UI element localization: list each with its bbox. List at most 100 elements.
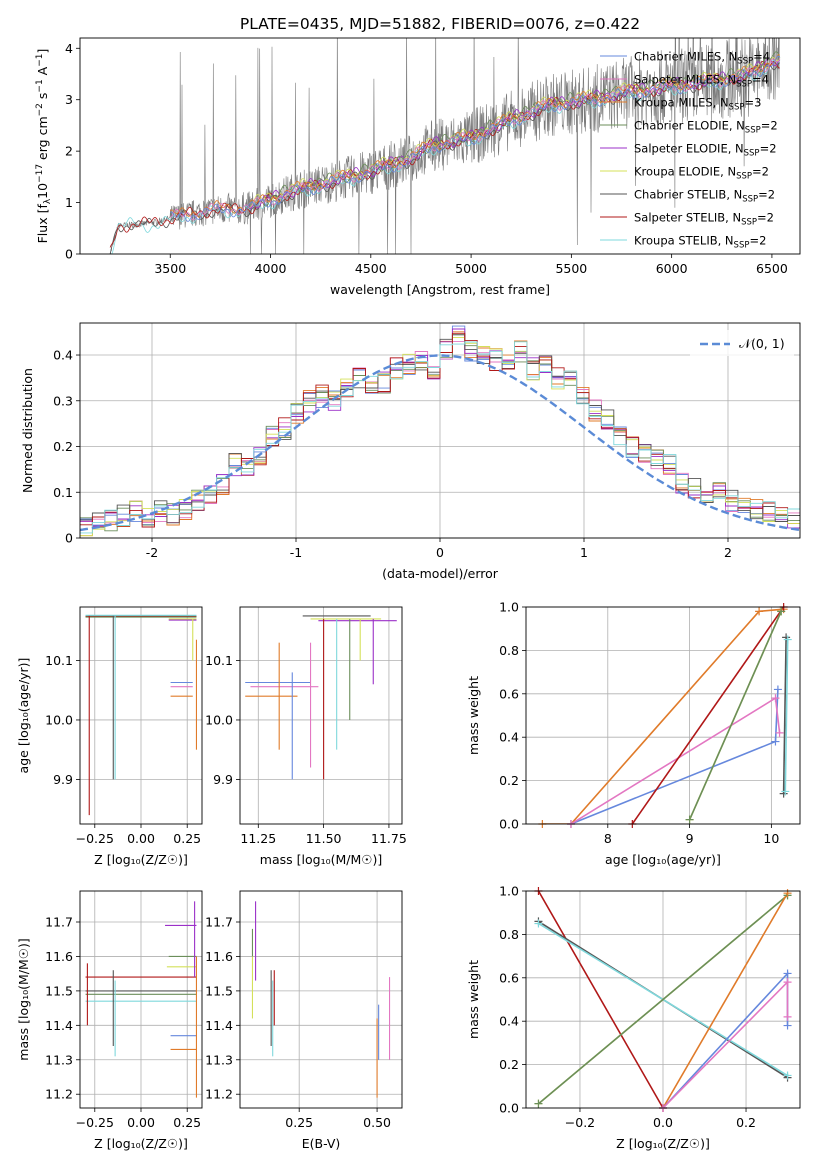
weight_vs_z-ytick-label: 1.0 <box>499 884 519 899</box>
weight_vs_z-line-chabrier_elodie <box>537 894 789 1105</box>
legend-label: Salpeter STELIB, NSSP=2 <box>634 211 774 228</box>
spectrum-ylabel-part: 10 <box>35 183 50 199</box>
spectrum-xtick-label: 5000 <box>455 261 487 276</box>
weight_vs_age-xtick-label: 10 <box>763 831 779 846</box>
residuals-plot-area <box>80 325 800 537</box>
residuals-ytick-label: 0.2 <box>53 439 73 454</box>
mass_vs_z-axes-frame <box>79 890 203 1109</box>
weight_vs_age-panel: 8 9 10 0.0 0.2 0.4 0.6 0.8 1.0 age [log₁₀(age/yr)… <box>466 600 801 867</box>
weight_vs_z-line-chabrier_miles <box>662 971 789 1108</box>
legend-label-main: Chabrier MILES, N <box>634 50 737 64</box>
age_vs_z-axes-frame <box>79 606 203 825</box>
weight_vs_z-marker-salpeter_miles <box>783 1012 792 1021</box>
legend-label-main: Chabrier ELODIE, N <box>634 119 745 133</box>
spectrum-ylabel-part: s <box>35 93 50 104</box>
weight_vs_age-ytick-label: 1.0 <box>499 600 519 615</box>
residuals-xtick-label: -1 <box>290 545 302 560</box>
spectrum-ylabel-part: ] <box>35 49 50 54</box>
residuals-legend-label: 𝒩(0, 1) <box>739 336 785 351</box>
spectrum-xtick-label: 6500 <box>756 261 788 276</box>
age_vs_z-ytick-label: 10.0 <box>45 712 73 727</box>
spectrum-model-chabrier_miles <box>170 55 781 222</box>
weight_vs_age-axes-frame <box>525 606 801 825</box>
age_vs_z-xtick-label: −0.25 <box>76 831 114 846</box>
legend-label-sub: SSP <box>736 80 752 90</box>
legend-label-suffix: =3 <box>744 96 761 110</box>
legend-label-suffix: =2 <box>761 119 778 133</box>
legend-label-sub: SSP <box>737 57 753 67</box>
age_vs_mass-xtick-label: 11.75 <box>371 831 407 846</box>
residuals-xtick-label: -2 <box>146 545 158 560</box>
figure-title: PLATE=0435, MJD=51882, FIBERID=0076, z=0… <box>240 15 640 33</box>
weight_vs_age-ytick-label: 0.0 <box>499 817 519 832</box>
legend-label-sub: SSP <box>741 218 757 228</box>
age_vs_z-xtick-label: 0.00 <box>127 831 155 846</box>
age_vs_mass-xtick-label: 11.25 <box>240 831 276 846</box>
weight_vs_age-marker-kroupa_stelib <box>781 787 790 796</box>
spectrum-ylabel-part: λ <box>43 198 53 204</box>
weight_vs_age-line-chabrier_stelib <box>782 637 787 794</box>
residuals-xtick-label: 2 <box>724 545 732 560</box>
weight_vs_age-plot-area <box>542 607 789 824</box>
legend-label-main: Kroupa MILES, N <box>634 96 729 110</box>
age_vs_mass-panel: 11.25 11.50 11.75 9.9 10.0 10.1 mass [log₁₀(M/… <box>205 606 407 867</box>
weight_vs_age-marker-kroupa_miles <box>755 607 764 616</box>
weight_vs_age-ytick-label: 0.2 <box>499 773 519 788</box>
spectrum-model-salpeter_elodie <box>250 57 781 210</box>
mass_vs_z-plot-area <box>85 901 198 1098</box>
mass_vs_z-xtick-label: 0.25 <box>173 1115 201 1130</box>
spectrum-ylabel-part: −1 <box>35 79 45 92</box>
residuals-axes-frame <box>79 322 801 539</box>
legend-label-sub: SSP <box>736 172 752 182</box>
mass_vs_z-ylabel: mass [log₁₀(M/M☉)] <box>16 938 31 1060</box>
weight_vs_z-line-kroupa_miles <box>662 892 789 1108</box>
legend-label: Kroupa ELODIE, NSSP=2 <box>634 165 769 182</box>
weight_vs_age-line-kroupa_miles <box>542 608 784 824</box>
spectrum-xtick-label: 3500 <box>154 261 186 276</box>
residuals-gaussian-curve <box>80 354 800 532</box>
age_vs_mass-ytick-label: 9.9 <box>213 772 233 787</box>
weight_vs_age-marker-chabrier_stelib <box>779 789 788 798</box>
mass_vs_ebv-ytick-label: 11.7 <box>205 915 233 930</box>
weight_vs_age-ytick-label: 0.6 <box>499 686 519 701</box>
legend-label-sub: SSP <box>742 195 758 205</box>
residuals-ytick-label: 0 <box>65 531 73 546</box>
spectrum-ylabel-part: A <box>35 66 50 79</box>
weight_vs_age-xtick-label: 9 <box>686 831 694 846</box>
residuals-hist-kroupa_stelib <box>80 341 800 534</box>
mass_vs_ebv-plot-area <box>251 901 391 1098</box>
spectrum-ytick-label: 3 <box>65 92 73 107</box>
spectrum-ylabel-part: −1 <box>35 54 45 67</box>
legend-label-main: Kroupa ELODIE, N <box>634 165 736 179</box>
spectrum-xtick-label: 5500 <box>555 261 587 276</box>
age_vs_mass-plot-area <box>245 615 397 780</box>
mass_vs_ebv-ytick-label: 11.6 <box>205 949 233 964</box>
weight_vs_age-marker-chabrier_elodie <box>685 815 694 824</box>
legend-label-sub: SSP <box>745 126 761 136</box>
legend-label: Kroupa MILES, NSSP=3 <box>634 96 761 113</box>
legend-label: Kroupa STELIB, NSSP=2 <box>634 234 766 251</box>
age_vs_mass-ytick-label: 10.0 <box>205 712 233 727</box>
weight_vs_z-xlabel: Z [log₁₀(Z/Z☉)] <box>616 1136 710 1151</box>
mass_vs_z-xtick-label: 0.00 <box>127 1115 155 1130</box>
weight_vs_z-ytick-label: 0.4 <box>499 1014 519 1029</box>
mass_vs_z-panel: −0.25 0.00 0.25 11.2 11.3 11.4 11.5 11.6 11.7 Z [… <box>16 890 203 1151</box>
legend-label-suffix: =4 <box>753 50 770 64</box>
weight_vs_age-marker-kroupa_stelib <box>783 635 792 644</box>
weight_vs_z-marker-kroupa_miles <box>783 889 792 898</box>
residuals-xtick-label: 0 <box>436 545 444 560</box>
age_vs_z-ylabel: age [log₁₀(age/yr)] <box>16 658 31 774</box>
legend-label: Chabrier ELODIE, NSSP=2 <box>634 119 778 136</box>
residuals-ytick-label: 0.3 <box>53 393 73 408</box>
weight_vs_z-marker-chabrier_miles <box>783 1021 792 1030</box>
spectrum-ytick-label: 0 <box>65 247 73 262</box>
weight_vs_z-ytick-label: 0.2 <box>499 1057 519 1072</box>
legend-label-main: Kroupa STELIB, N <box>634 234 734 248</box>
weight_vs_z-ylabel: mass weight <box>466 960 481 1039</box>
age_vs_z-panel: −0.25 0.00 0.25 9.9 10.0 10.1 Z [log₁₀(Z/Z☉)] a… <box>16 606 203 867</box>
weight_vs_age-marker-chabrier_miles <box>773 685 782 694</box>
spectrum-panel: 3500 4000 4500 5000 5500 6000 6500 0 1 2 3 4 wavelen… <box>35 37 801 297</box>
spectrum-ytick-label: 4 <box>65 41 73 56</box>
spectrum-ylabel: Flux [fλ10−17 erg cm−2 s−1 A−1] <box>35 49 53 244</box>
weight_vs_z-ytick-label: 0.0 <box>499 1101 519 1116</box>
